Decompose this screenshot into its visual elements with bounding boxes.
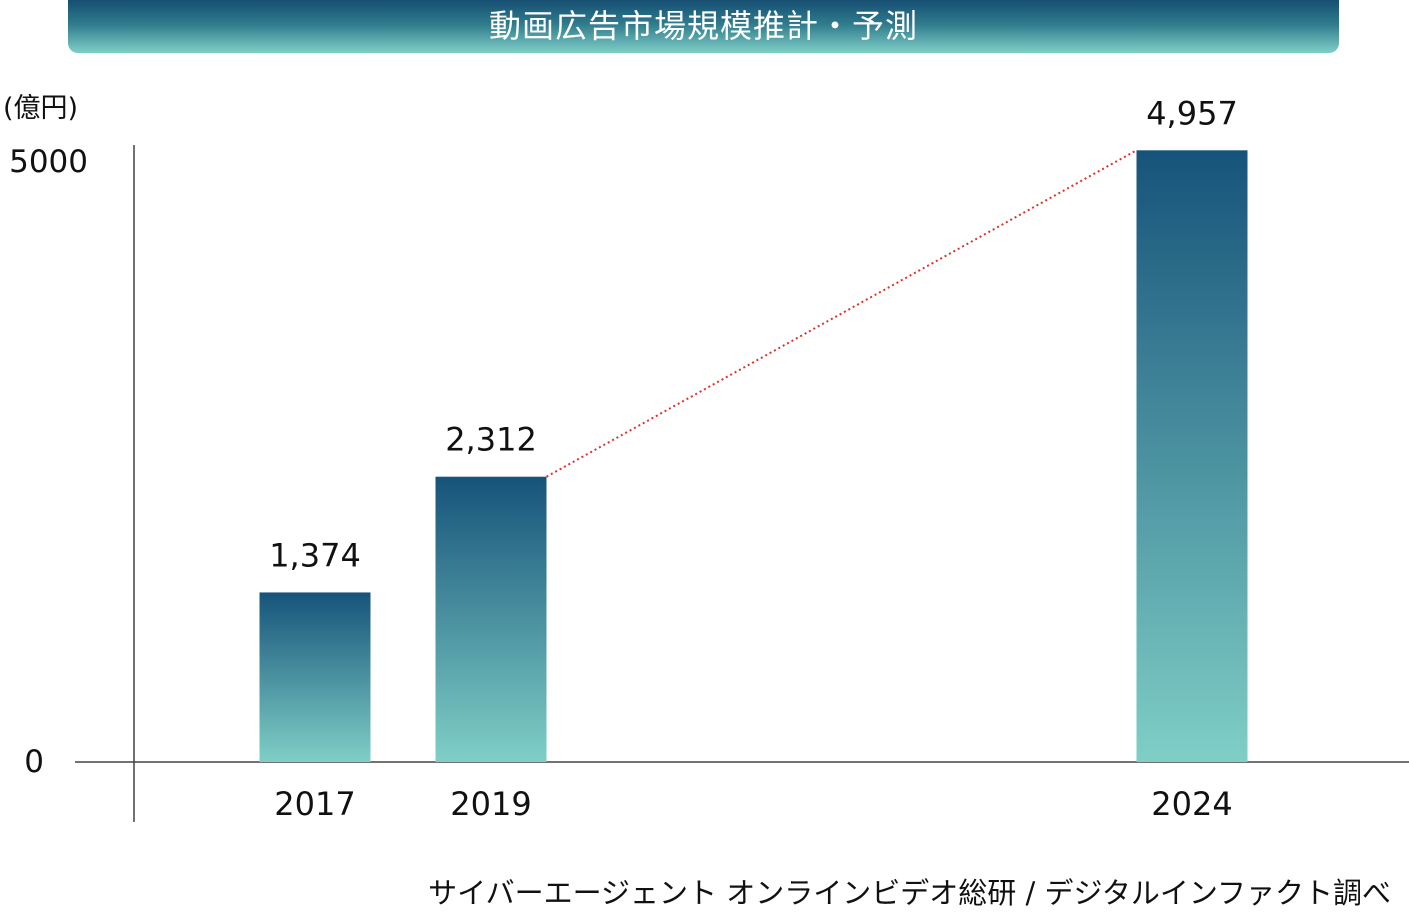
y-axis-unit-label: (億円)	[3, 93, 79, 124]
bar-2019	[435, 476, 547, 762]
y-tick-label-zero: 0	[24, 744, 44, 780]
y-tick-label-max: 5000	[9, 144, 88, 180]
source-note: サイバーエージェント オンラインビデオ総研 / デジタルインファクト調べ	[428, 876, 1391, 910]
trend-line	[546, 149, 1137, 478]
value-label-2017: 1,374	[269, 536, 361, 574]
bar-2017	[259, 592, 371, 762]
value-label-2024: 4,957	[1146, 94, 1238, 132]
bar-2024	[1136, 150, 1248, 762]
category-label-2017: 2017	[274, 785, 355, 823]
category-label-2024: 2024	[1151, 785, 1232, 823]
chart-title: 動画広告市場規模推計・予測	[68, 0, 1339, 53]
category-label-2019: 2019	[450, 785, 531, 823]
value-label-2019: 2,312	[445, 421, 537, 459]
